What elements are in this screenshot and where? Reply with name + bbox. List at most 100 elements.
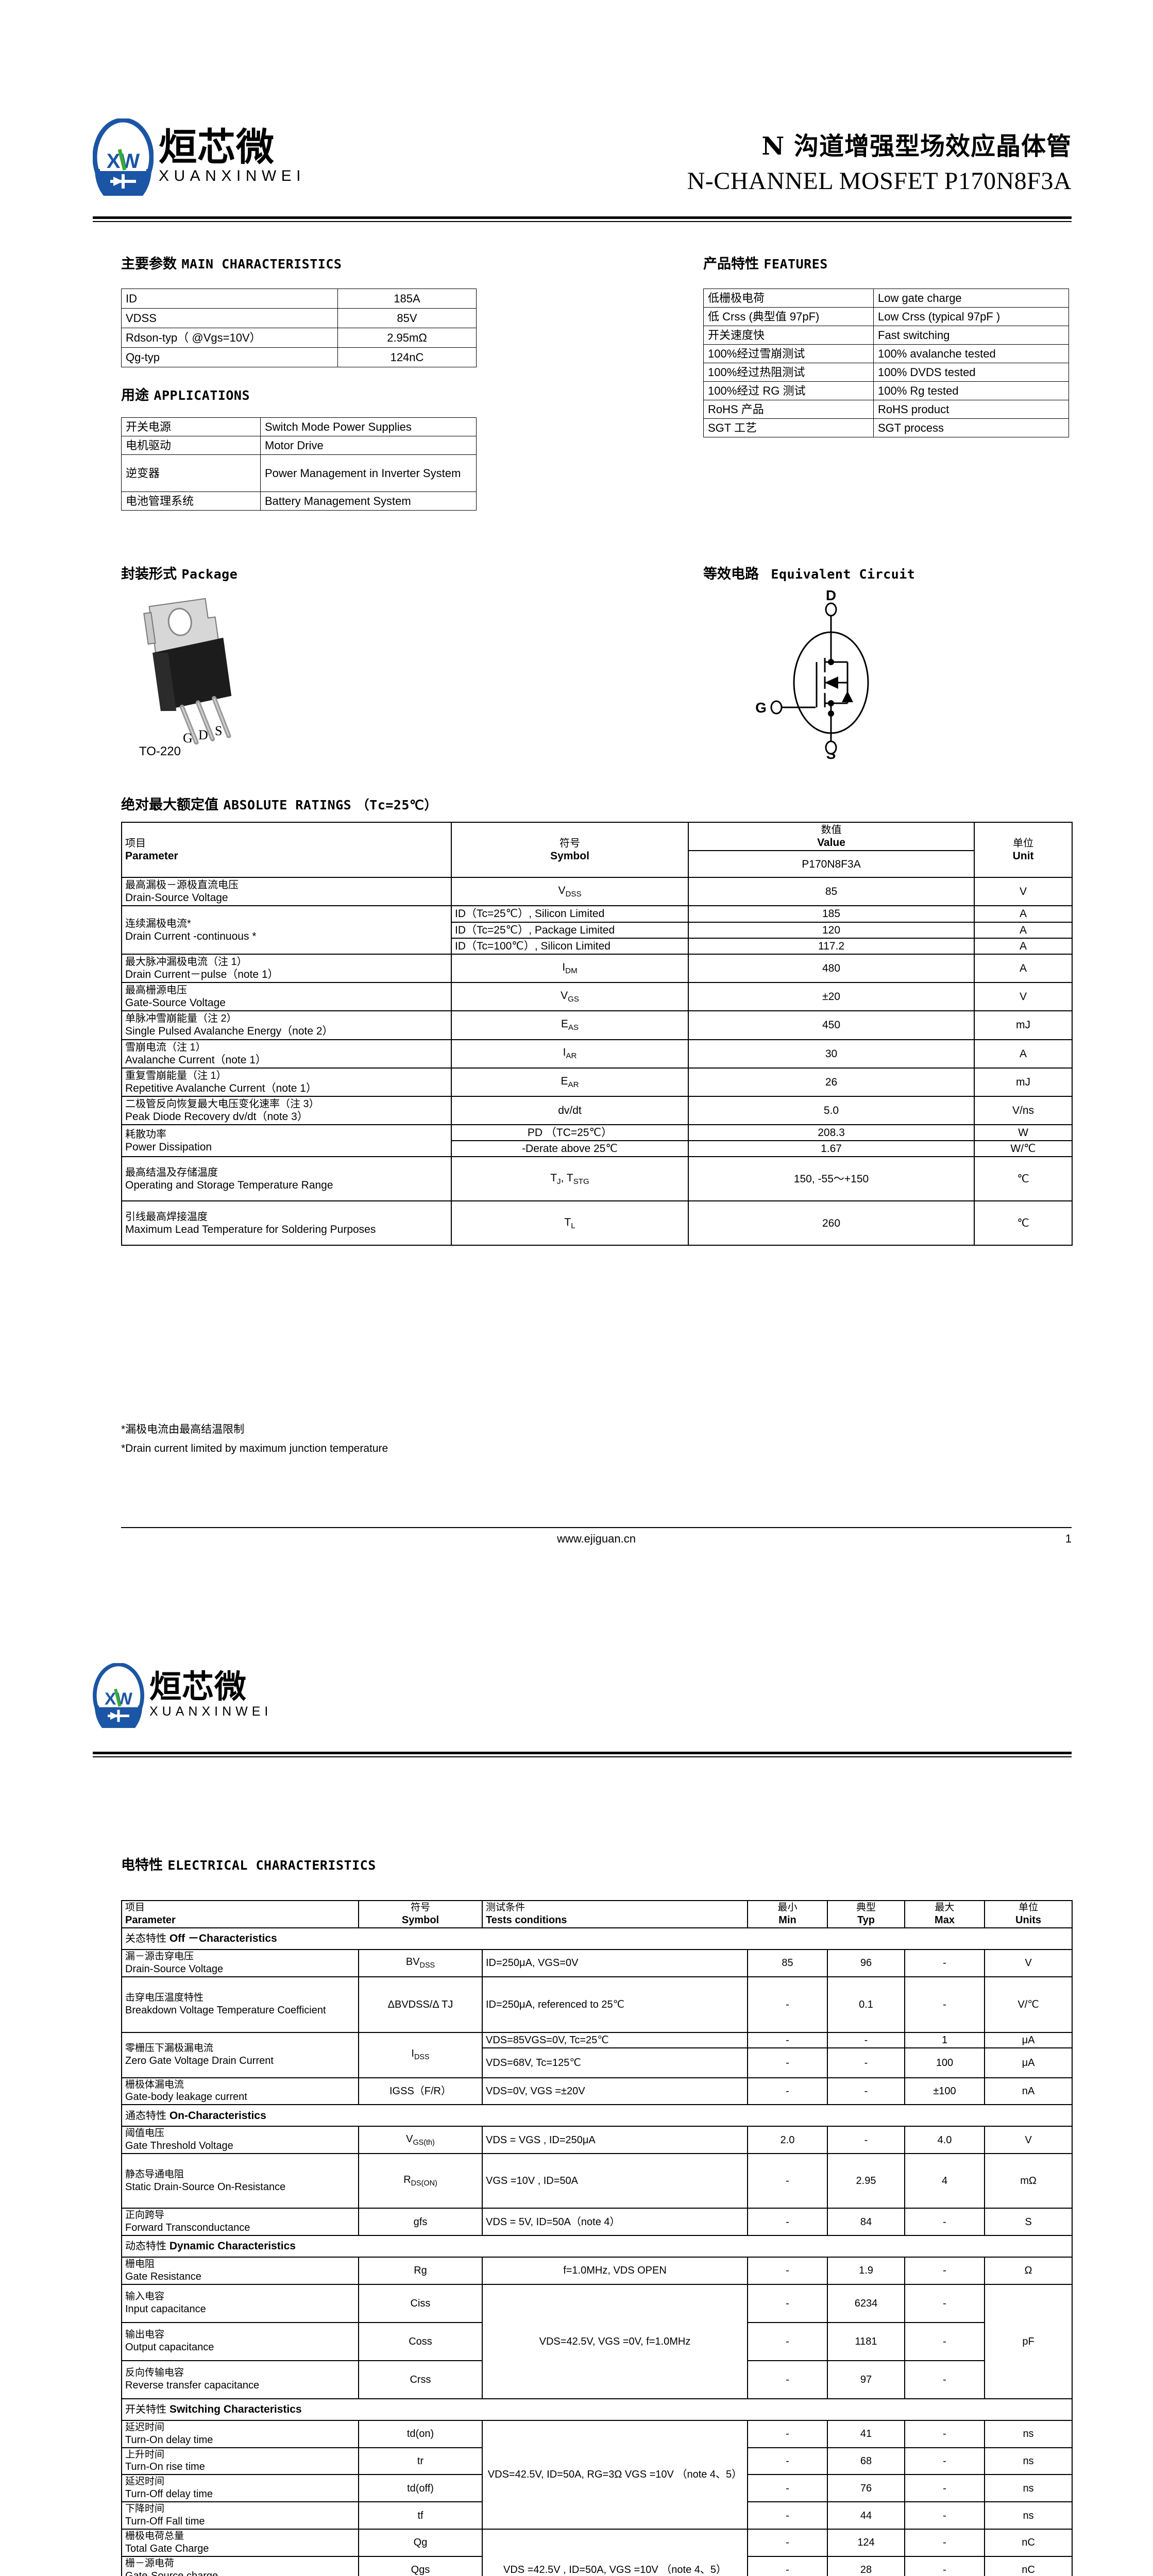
cell-symbol: dv/dt [451, 1095, 689, 1126]
cell-parameter: 栅－源电荷 Gate-Source charge [121, 2555, 359, 2576]
cell-typ: 97 [827, 2360, 905, 2399]
cell-unit: nC [984, 2555, 1073, 2576]
cell-en: Low gate charge [873, 289, 1069, 308]
cell-parameter: 单脉冲雪崩能量（注 2） Single Pulsed Avalanche Ene… [121, 1010, 452, 1040]
cell-max: 4.0 [904, 2126, 985, 2155]
pin-label-d: D [198, 727, 208, 742]
table-row: Rdson-typ（ @Vgs=10V） 2.95mΩ [121, 328, 477, 348]
cell-max: 100 [904, 2047, 985, 2078]
cell-symbol: IDM [451, 953, 689, 984]
table-row: 100%经过 RG 测试 100% Rg tested [703, 381, 1069, 400]
logo-name-en: XUANXINWEI [159, 167, 306, 185]
cell-cn: 低 Crss (典型值 97pF) [703, 307, 874, 326]
cell-max: - [904, 2321, 985, 2361]
package-heading-en: Package [181, 567, 238, 582]
table-row: 电池管理系统 Battery Management System [121, 492, 477, 511]
document-title: N 沟道增强型场效应晶体管 N-CHANNEL MOSFET P170N8F3A [687, 126, 1072, 195]
cell-symbol: -Derate above 25℃ [451, 1140, 689, 1158]
logo-name-cn: 烜芯微 [159, 125, 275, 170]
cell-symbol: TL [451, 1200, 689, 1246]
cell-max: - [904, 2256, 985, 2285]
group-header-row: 动态特性 Dynamic Characteristics [121, 2234, 1073, 2258]
col-min: 最小 Min [747, 1900, 828, 1928]
cell-symbol: Qg [358, 2528, 483, 2557]
page-number: 1 [1065, 1532, 1072, 1545]
table-row: 耗散功率 Power Dissipation PD （TC=25℃） 208.3… [121, 1124, 1073, 1158]
cell-symbol: tf [358, 2501, 483, 2530]
cell-parameter: 正向跨导 Forward Transconductance [121, 2208, 359, 2236]
cell-unit: ns [984, 2501, 1073, 2530]
cell-condition: ID=250μA, referenced to 25℃ [482, 1976, 748, 2033]
col-parameter: 项目 Parameter [121, 821, 452, 878]
cell-parameter: 耗散功率 Power Dissipation [121, 1124, 452, 1158]
cell-value: 208.3 [688, 1124, 975, 1142]
cell-en: Fast switching [873, 326, 1069, 345]
header-divider [93, 216, 1072, 222]
cell-en: Motor Drive [260, 436, 477, 455]
features-heading-en: FEATURES [764, 257, 828, 272]
cell-unit: nC [984, 2528, 1073, 2557]
main-characteristics-table: ID 185A VDSS 85V Rdson-typ（ @Vgs=10V） 2.… [121, 289, 477, 367]
cell-value: 85V [337, 308, 477, 328]
logo-name-en: XUANXINWEI [149, 1704, 273, 1719]
table-row: 延迟时间 Turn-Off delay time td(off) - 76 - … [121, 2474, 1073, 2503]
cell-max: - [904, 1948, 985, 1977]
cell-symbol: RDS(ON) [358, 2153, 483, 2209]
table-row: 零栅压下漏极漏电流 Zero Gate Voltage Drain Curren… [121, 2031, 1073, 2078]
col-param-cn: 项目 [125, 838, 146, 849]
cell-param: Qg-typ [121, 347, 338, 367]
cell-parameter: 栅电阻 Gate Resistance [121, 2256, 359, 2285]
header-divider [93, 1752, 1072, 1757]
cell-cn: SGT 工艺 [703, 418, 874, 437]
to220-package-icon: G D S [143, 598, 232, 745]
cell-symbol: VDSS [451, 877, 689, 907]
cell-unit: ns [984, 2474, 1073, 2503]
cell-cn: 低栅极电荷 [703, 289, 874, 308]
xw-logo-icon: XW [93, 1663, 144, 1728]
cell-symbol: Qgs [358, 2555, 483, 2576]
cell-min: 85 [747, 1948, 828, 1977]
cell-unit: ns [984, 2419, 1073, 2448]
cell-param: ID [121, 289, 338, 309]
group-header-row: 关态特性 Off －Characteristics [121, 1927, 1073, 1950]
cell-parameter: 连续漏极电流* Drain Current -continuous * [121, 905, 452, 955]
cell-symbol: td(on) [358, 2419, 483, 2448]
cell-parameter: 引线最高焊接温度 Maximum Lead Temperature for So… [121, 1200, 452, 1246]
cell-cn: 100%经过热阻测试 [703, 363, 874, 382]
cell-symbol: EAS [451, 1010, 689, 1040]
footer-url[interactable]: www.ejiguan.cn [557, 1532, 636, 1545]
cell-condition-group: VDS=42.5V, VGS =0V, f=1.0MHz [482, 2283, 748, 2399]
cell-min: - [747, 2047, 828, 2078]
cell-symbol: TJ, TSTG [451, 1156, 689, 1202]
cell-condition: VDS = 5V, ID=50A（note 4） [482, 2208, 748, 2236]
cell-min: - [747, 2031, 828, 2048]
group-title-dynamic: 动态特性 Dynamic Characteristics [121, 2234, 1073, 2258]
cell-parameter: 零栅压下漏极漏电流 Zero Gate Voltage Drain Curren… [121, 2031, 359, 2078]
cell-max: - [904, 2528, 985, 2557]
cell-unit: mJ [974, 1067, 1073, 1097]
col-tests: 测试条件 Tests conditions [482, 1900, 748, 1928]
cell-min: - [747, 2501, 828, 2530]
cell-parameter: 延迟时间 Turn-Off delay time [121, 2474, 359, 2503]
cell-min: - [747, 2283, 828, 2323]
col-param-en: Parameter [125, 850, 178, 862]
mosfet-symbol-icon: D G S [755, 587, 869, 762]
table-row: 逆变器 Power Management in Inverter System [121, 454, 477, 492]
cell-max: ±100 [904, 2077, 985, 2106]
electrical-characteristics-table: 项目 Parameter 符号 Symbol 测试条件 Tests condit… [121, 1900, 1073, 2576]
table-row: 栅极体漏电流 Gate-body leakage current IGSS（F/… [121, 2077, 1073, 2106]
col-symbol-cn: 符号 [559, 838, 580, 849]
table-row: 100%经过雪崩测试 100% avalanche tested [703, 344, 1069, 363]
cell-min: - [747, 2419, 828, 2448]
cell-en: Low Crss (typical 97pF ) [873, 307, 1069, 326]
cell-cn: 100%经过雪崩测试 [703, 344, 874, 363]
cell-min: - [747, 2474, 828, 2503]
cell-parameter: 最高结温及存储温度 Operating and Storage Temperat… [121, 1156, 452, 1202]
cell-part-number: P170N8F3A [688, 850, 975, 878]
cell-symbol: ID（Tc=25℃）, Package Limited [451, 921, 689, 939]
cell-condition: VDS=0V, VGS =±20V [482, 2077, 748, 2106]
table-row: 漏－源击穿电压 Drain-Source Voltage BVDSS ID=25… [121, 1948, 1073, 1977]
cell-min: - [747, 1976, 828, 2033]
table-row: VDS=68V, Tc=125℃ - - 100 μA [122, 2047, 1073, 2078]
cell-typ: 84 [827, 2208, 905, 2236]
